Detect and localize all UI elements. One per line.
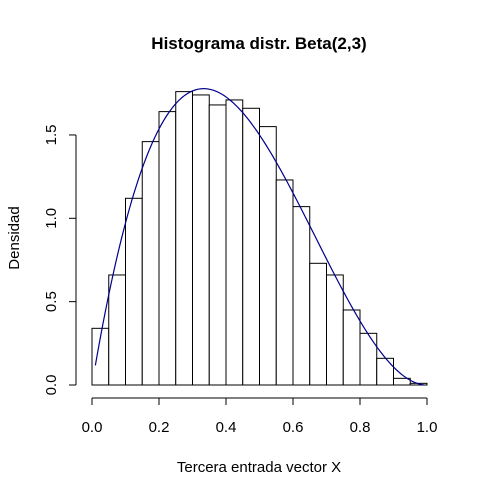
- histogram-bar: [342, 309, 361, 386]
- histogram-bar: [225, 99, 244, 386]
- histogram-bar: [175, 91, 193, 386]
- histogram-bar: [376, 357, 394, 386]
- histogram-bar: [393, 377, 411, 386]
- histogram-bar: [125, 197, 143, 386]
- y-axis-label: Densidad: [6, 206, 23, 269]
- x-tick-label: 0.0: [82, 419, 103, 436]
- histogram-bar: [275, 179, 294, 386]
- histogram-bar: [158, 111, 177, 386]
- histogram-bar: [309, 262, 327, 386]
- histogram-bar: [326, 274, 344, 386]
- x-tick-label: 0.6: [283, 419, 304, 436]
- x-tick-label: 0.2: [149, 419, 170, 436]
- histogram-bar: [242, 107, 260, 386]
- histogram-bar: [359, 332, 378, 386]
- chart-title: Histograma distr. Beta(2,3): [151, 34, 366, 53]
- x-tick-label: 1.0: [417, 419, 438, 436]
- histogram-bars: [91, 91, 428, 386]
- x-tick-label: 0.4: [216, 419, 237, 436]
- x-tick-label: 0.8: [350, 419, 371, 436]
- y-axis: 0.0 0.5 1.0 1.5: [43, 125, 77, 396]
- histogram-bar: [192, 94, 210, 386]
- x-axis-label: Tercera entrada vector X: [177, 459, 341, 476]
- y-tick-label: 0.0: [43, 375, 60, 396]
- histogram-bar: [292, 206, 311, 386]
- histogram-bar: [208, 104, 227, 386]
- y-tick-label: 0.5: [43, 291, 60, 312]
- beta-density-curve: [94, 88, 424, 386]
- histogram-bar: [108, 274, 126, 386]
- x-axis: 0.0 0.2 0.4 0.6 0.8 1.0: [82, 397, 438, 436]
- y-tick-label: 1.0: [43, 208, 60, 229]
- histogram-bar: [141, 141, 160, 386]
- histogram-bar: [259, 126, 277, 386]
- y-tick-label: 1.5: [43, 125, 60, 146]
